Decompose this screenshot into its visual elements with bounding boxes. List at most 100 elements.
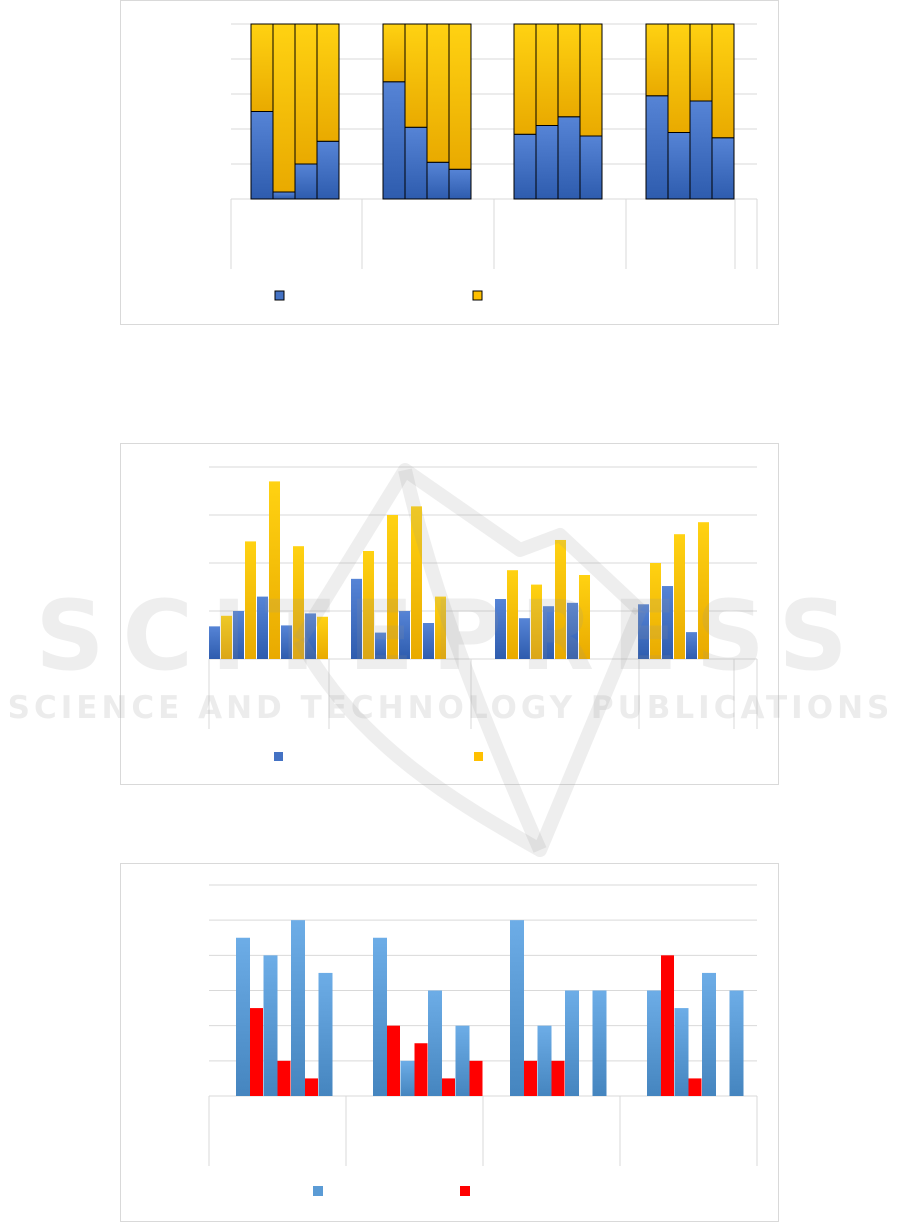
legend-swatch xyxy=(313,1186,323,1196)
bar-series-2 xyxy=(557,23,581,118)
bar-series-2 xyxy=(469,1060,483,1096)
bar-series-1 xyxy=(318,972,333,1096)
bar-series-1 xyxy=(535,125,559,200)
clustered-bar-chart xyxy=(208,466,758,761)
bar-series-1 xyxy=(428,990,442,1096)
bar-series-2 xyxy=(698,522,709,659)
bar-series-2 xyxy=(442,1078,455,1096)
bar-series-1 xyxy=(291,920,305,1096)
bar-series-1 xyxy=(674,1008,689,1096)
bar-series-1 xyxy=(645,95,669,200)
bar-series-1 xyxy=(399,611,410,659)
bar-series-2 xyxy=(277,1060,291,1096)
bar-series-2 xyxy=(411,506,422,659)
bar-series-2 xyxy=(674,534,685,659)
bar-series-1 xyxy=(729,990,744,1096)
bar-series-1 xyxy=(686,632,697,659)
overlapped-bar-chart-panel xyxy=(120,863,779,1222)
bar-series-2 xyxy=(524,1060,537,1096)
bar-series-2 xyxy=(711,23,735,139)
bar-series-1 xyxy=(513,133,537,200)
bar-series-1 xyxy=(455,1025,470,1096)
bar-series-2 xyxy=(245,541,256,659)
legend-swatch xyxy=(474,752,483,761)
bar-series-1 xyxy=(305,613,316,659)
bar-series-1 xyxy=(316,140,340,200)
legend-swatch xyxy=(274,290,285,301)
bar-series-1 xyxy=(638,604,649,659)
bar-series-2 xyxy=(294,23,318,165)
bar-series-2 xyxy=(667,23,691,133)
bar-series-1 xyxy=(510,920,524,1096)
bar-series-1 xyxy=(426,161,450,200)
stacked-percent-chart xyxy=(230,23,758,301)
bar-series-1 xyxy=(404,126,428,200)
bar-series-1 xyxy=(375,632,386,659)
bar-series-2 xyxy=(250,23,274,112)
bar-series-2 xyxy=(507,570,518,659)
bar-series-2 xyxy=(363,551,374,659)
bar-series-2 xyxy=(221,615,232,659)
bar-series-2 xyxy=(387,515,398,659)
bar-series-1 xyxy=(236,937,250,1096)
bar-series-2 xyxy=(513,23,537,135)
bar-series-1 xyxy=(557,116,581,200)
bar-series-1 xyxy=(281,625,292,659)
bar-series-1 xyxy=(448,168,472,200)
bar-series-1 xyxy=(579,135,603,200)
bar-series-1 xyxy=(592,990,607,1096)
bar-series-1 xyxy=(272,191,296,200)
bar-series-1 xyxy=(382,81,406,200)
bar-series-2 xyxy=(293,546,304,659)
bar-series-2 xyxy=(316,23,340,142)
bar-series-1 xyxy=(294,163,318,200)
bar-series-2 xyxy=(661,955,674,1096)
bar-series-2 xyxy=(688,1078,702,1096)
legend-swatch xyxy=(460,1186,470,1196)
bar-series-1 xyxy=(519,618,530,659)
bar-series-2 xyxy=(272,23,296,193)
bar-series-2 xyxy=(645,23,669,97)
bar-series-2 xyxy=(555,539,566,659)
bar-series-1 xyxy=(543,606,554,659)
bar-series-1 xyxy=(263,955,278,1096)
bar-series-1 xyxy=(647,990,661,1096)
bar-series-1 xyxy=(662,586,673,659)
bar-series-2 xyxy=(387,1025,400,1096)
bar-series-1 xyxy=(400,1060,415,1096)
bar-series-1 xyxy=(495,599,506,659)
bar-series-2 xyxy=(650,563,661,659)
bar-series-2 xyxy=(414,1043,428,1096)
clustered-bar-chart-panel xyxy=(120,443,779,785)
bar-series-2 xyxy=(531,584,542,659)
bar-series-1 xyxy=(702,972,716,1096)
bar-series-1 xyxy=(209,626,220,659)
bar-series-1 xyxy=(711,137,735,200)
bar-series-1 xyxy=(373,937,387,1096)
bar-series-2 xyxy=(579,575,590,659)
bar-series-1 xyxy=(423,623,434,659)
bar-series-2 xyxy=(269,481,280,659)
legend-swatch xyxy=(472,290,483,301)
bar-series-2 xyxy=(435,596,446,659)
bar-series-1 xyxy=(689,100,713,200)
stacked-percent-chart-panel xyxy=(120,0,779,325)
bar-series-2 xyxy=(404,23,428,128)
bar-series-2 xyxy=(250,1008,263,1096)
overlapped-bar-chart xyxy=(208,884,758,1196)
bar-series-2 xyxy=(689,23,713,102)
bar-series-1 xyxy=(537,1025,552,1096)
legend-swatch xyxy=(274,752,283,761)
bar-series-2 xyxy=(448,23,472,170)
bar-series-2 xyxy=(551,1060,565,1096)
bar-series-2 xyxy=(382,23,406,83)
bar-series-2 xyxy=(579,23,603,137)
bar-series-2 xyxy=(535,23,559,126)
bar-series-1 xyxy=(351,578,362,659)
bar-series-2 xyxy=(426,23,450,163)
bar-series-2 xyxy=(317,616,328,659)
bar-series-1 xyxy=(567,602,578,659)
bar-series-1 xyxy=(233,611,244,659)
bar-series-1 xyxy=(667,132,691,200)
bar-series-1 xyxy=(257,596,268,659)
